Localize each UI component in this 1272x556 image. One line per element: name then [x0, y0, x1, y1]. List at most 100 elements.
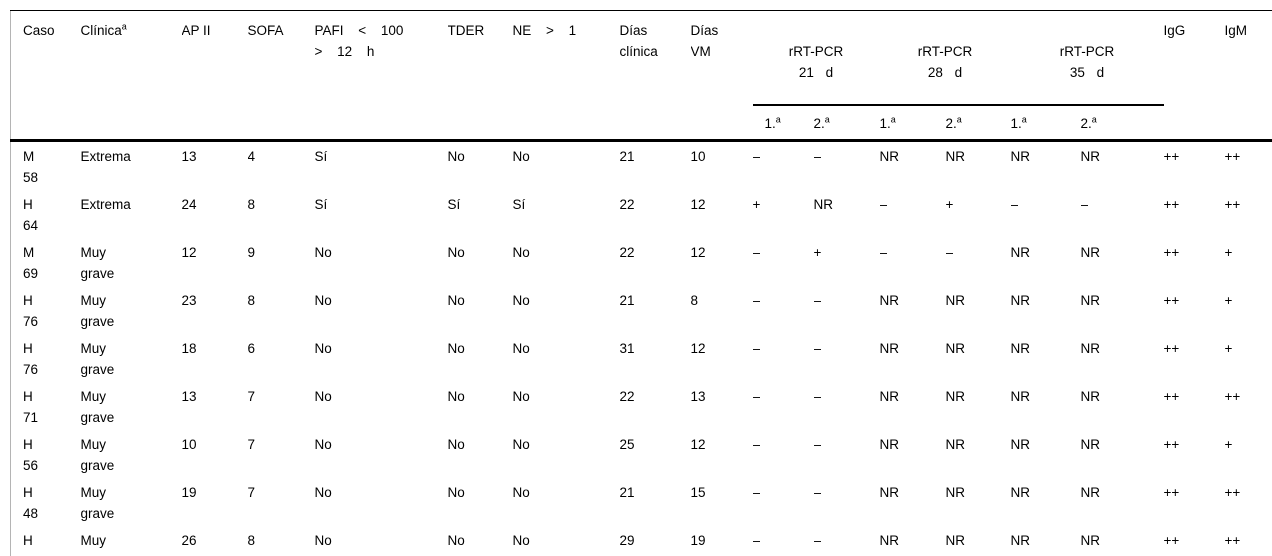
cell-dias_vm: 12 — [690, 197, 706, 212]
cell-igg: ++ — [1163, 485, 1180, 500]
cell-ap2: 12 — [181, 245, 197, 260]
cell-pcr35_2: NR — [1080, 149, 1101, 164]
cell-dias_clinica: 21 — [619, 293, 635, 308]
cell-ne: No — [512, 341, 530, 356]
table-row: H 71 Muy grave 13 7 No No No 22 13 – – NR NR NR NR ++ ++ — [11, 382, 1272, 430]
cell-igm: + — [1224, 341, 1233, 356]
cell-clinica: Extrema — [80, 149, 131, 164]
subcol-sup: a — [1091, 114, 1097, 125]
cell-dias_vm: 8 — [690, 293, 699, 308]
cell-dias_vm: 10 — [690, 149, 706, 164]
cell-pcr28_1: NR — [879, 149, 900, 164]
col-group-rrtpcr-35d: rRT-PCR 35 d — [1010, 10, 1164, 106]
cell-tder: No — [447, 485, 465, 500]
col-header-clinica-label: Clínica — [80, 23, 122, 38]
cell-ne: No — [512, 437, 530, 452]
col-header-sofa: SOFA — [247, 10, 315, 142]
cell-tder: No — [447, 149, 465, 164]
cell-caso: M 58 — [23, 149, 39, 185]
cell-pcr21_2: – — [813, 389, 822, 404]
cell-pcr35_1: NR — [1010, 485, 1031, 500]
cell-clinica: Muy grave — [80, 485, 115, 521]
cell-clinica: Muy grave — [80, 389, 115, 425]
cell-caso: H 76 — [23, 533, 38, 556]
cell-pcr35_1: NR — [1010, 149, 1031, 164]
cell-caso: H 76 — [23, 293, 39, 329]
table-row: H 64 Extrema 24 8 Sí Sí Sí 22 12 + NR – + – – ++ ++ — [11, 190, 1272, 238]
cell-pcr28_2: NR — [945, 341, 966, 356]
col-header-igg: IgG — [1163, 10, 1225, 142]
cell-pafi: No — [314, 389, 332, 404]
col-header-ne: NE > 1 — [512, 10, 620, 142]
cell-pafi: No — [314, 437, 332, 452]
subcol-sup: a — [956, 114, 962, 125]
cell-tder: No — [447, 437, 465, 452]
cell-pcr28_2: NR — [945, 389, 966, 404]
cell-pcr21_1: – — [752, 341, 761, 356]
group-day: 28 d — [927, 65, 963, 80]
cell-caso: H 56 — [23, 437, 39, 473]
cell-pcr35_2: NR — [1080, 293, 1101, 308]
cell-caso: M 69 — [23, 245, 39, 281]
cell-pcr21_1: – — [752, 533, 761, 548]
cell-pcr35_2: NR — [1080, 341, 1101, 356]
table-row: H 48 Muy grave 19 7 No No No 21 15 – – NR NR NR NR ++ ++ — [11, 478, 1272, 526]
cell-pcr21_2: – — [813, 533, 822, 548]
cell-pcr21_1: – — [752, 293, 761, 308]
cell-pcr35_2: NR — [1080, 389, 1101, 404]
cell-igm: ++ — [1224, 149, 1241, 164]
table-row: H 56 Muy grave 10 7 No No No 25 12– – NR NR NR NR ++ + — [11, 430, 1272, 478]
cell-clinica: Muy grave — [80, 437, 115, 473]
cell-igm: ++ — [1224, 197, 1241, 212]
cell-pcr28_1: – — [879, 197, 888, 212]
cell-pcr35_1: NR — [1010, 389, 1031, 404]
cell-pcr35_1: NR — [1010, 341, 1031, 356]
cell-sofa: 7 — [247, 485, 256, 500]
cell-pcr35_1: – — [1010, 197, 1019, 212]
cell-igm: ++ — [1224, 389, 1241, 404]
cell-caso: H 48 — [23, 485, 39, 521]
col-group-rrtpcr-28d: rRT-PCR 28 d — [879, 10, 1011, 106]
cell-ne: No — [512, 149, 530, 164]
cell-pcr28_1: NR — [879, 533, 900, 548]
header-row-sub: 1.a 2.a 1.a 2.a 1.a 2.a — [11, 105, 1272, 142]
cell-dias_clinica: 29 — [619, 533, 635, 548]
cell-pcr21_1: + — [752, 197, 761, 212]
cell-pcr28_2: + — [945, 197, 954, 212]
cell-pcr21_2: NR — [813, 197, 834, 212]
subcol-sup: a — [1021, 114, 1027, 125]
col-header-apii: AP II — [181, 10, 248, 142]
cell-sofa: 7 — [247, 389, 256, 404]
cell-igm: + — [1224, 293, 1233, 308]
header-row-main: Caso Clínicaa AP II SOFA PAFI < 100 > 12… — [10, 10, 1272, 142]
subcol-35d-1a: 1.a — [1010, 105, 1081, 142]
cell-caso: H 71 — [23, 389, 39, 425]
cell-igm: ++ — [1224, 485, 1241, 500]
cell-pcr28_2: NR — [945, 437, 966, 452]
cell-pcr35_1: NR — [1010, 293, 1031, 308]
table-row: H 76 Muy grave 23 8 No No No 21 8– – NR NR NR NR ++ + — [11, 286, 1272, 334]
cell-pafi: No — [314, 533, 332, 548]
cell-tder: No — [447, 245, 465, 260]
cell-pcr28_1: NR — [879, 389, 900, 404]
cell-dias_vm: 12 — [690, 341, 706, 356]
cell-pcr21_2: – — [813, 485, 822, 500]
subcol-28d-1a: 1.a — [879, 105, 946, 142]
cell-ne: No — [512, 485, 530, 500]
cell-sofa: 9 — [247, 245, 256, 260]
cell-pcr21_1: – — [752, 245, 761, 260]
clinical-cases-table: Caso Clínicaa AP II SOFA PAFI < 100 > 12… — [10, 10, 1272, 556]
cell-tder: No — [447, 293, 465, 308]
col-group-rrtpcr-21d: rRT-PCR 21 d — [752, 10, 880, 106]
cell-pafi: No — [314, 485, 332, 500]
cell-pcr21_1: – — [752, 149, 761, 164]
cell-igg: ++ — [1163, 437, 1180, 452]
col-header-clinica: Clínicaa — [80, 10, 182, 142]
cell-pcr28_1: NR — [879, 437, 900, 452]
cell-ne: No — [512, 245, 530, 260]
cell-pafi: No — [314, 293, 332, 308]
subcol-sup: a — [890, 114, 896, 125]
cell-sofa: 8 — [247, 293, 256, 308]
cell-ap2: 10 — [181, 437, 197, 452]
cell-dias_vm: 12 — [690, 437, 706, 452]
